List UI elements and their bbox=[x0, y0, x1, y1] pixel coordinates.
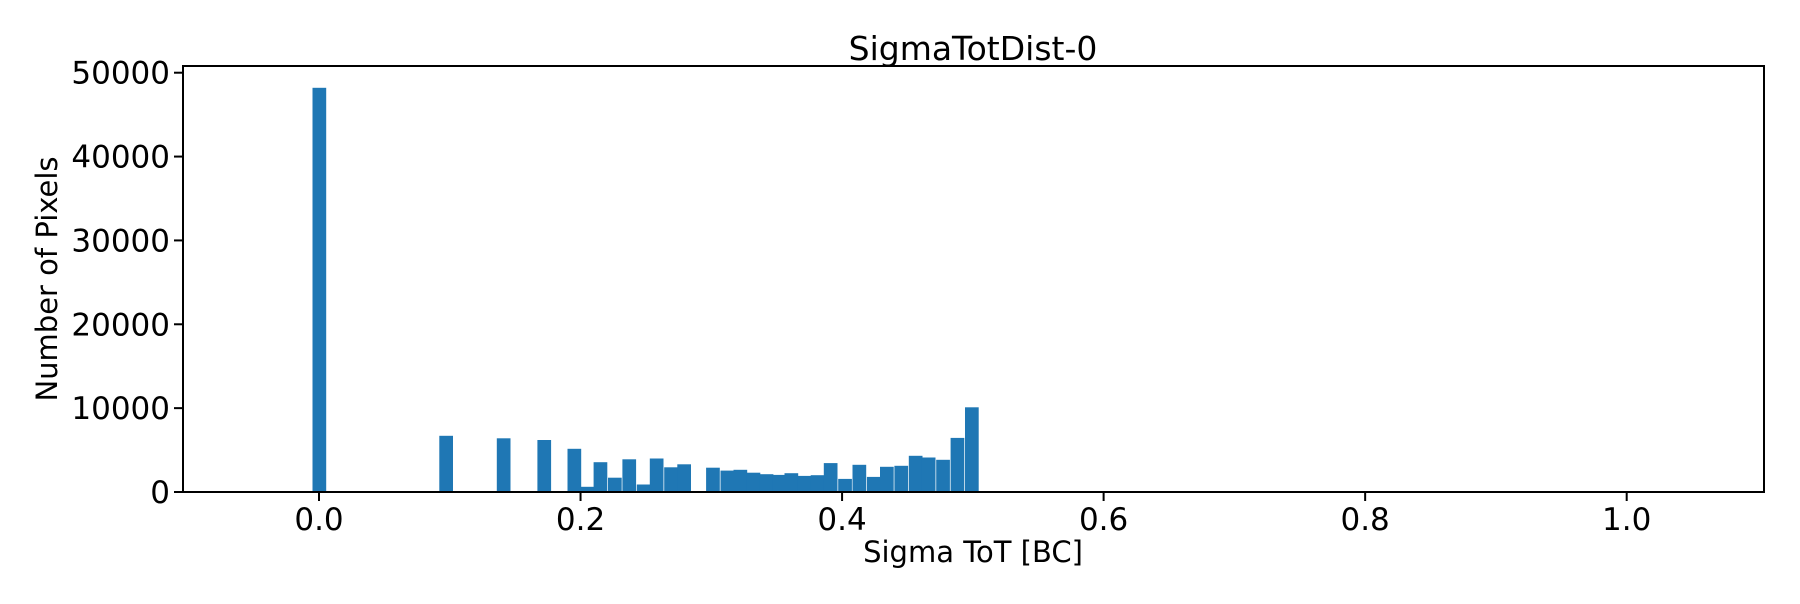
x-tick-label: 0.8 bbox=[1340, 502, 1389, 538]
histogram-bar bbox=[496, 438, 511, 492]
y-tick-label: 20000 bbox=[71, 307, 170, 343]
histogram-bar bbox=[746, 472, 761, 492]
histogram-bar bbox=[797, 475, 812, 492]
histogram-bar bbox=[636, 484, 651, 492]
histogram-bar bbox=[894, 465, 909, 492]
x-tick-label: 0.0 bbox=[294, 502, 343, 538]
histogram-bar bbox=[720, 470, 735, 492]
y-tick-label: 0 bbox=[150, 475, 170, 511]
y-tick-label: 40000 bbox=[71, 140, 170, 176]
x-tick-label: 1.0 bbox=[1602, 502, 1651, 538]
y-tick-label: 10000 bbox=[71, 391, 170, 427]
y-axis-label: Number of Pixels bbox=[30, 156, 64, 401]
bars-group bbox=[312, 87, 979, 493]
y-tick-label: 30000 bbox=[71, 223, 170, 259]
histogram-bar bbox=[608, 477, 622, 492]
histogram-bar bbox=[823, 463, 838, 492]
x-axis-label: Sigma ToT [BC] bbox=[863, 535, 1083, 569]
chart-title: SigmaTotDist-0 bbox=[849, 29, 1098, 68]
histogram-bar bbox=[759, 474, 774, 492]
histogram-bar bbox=[664, 467, 678, 492]
x-tick-label: 0.4 bbox=[817, 502, 866, 538]
histogram-bar bbox=[866, 476, 881, 492]
histogram-bar bbox=[312, 87, 327, 493]
histogram-bar bbox=[810, 475, 825, 492]
histogram-bar bbox=[580, 486, 595, 492]
histogram-bar bbox=[965, 407, 979, 492]
histogram-bar bbox=[622, 459, 637, 492]
histogram-bar bbox=[706, 467, 720, 492]
histogram-bar bbox=[784, 473, 799, 492]
plot-border bbox=[182, 65, 1765, 493]
histogram-bar bbox=[733, 469, 748, 492]
histogram-bar bbox=[880, 466, 894, 492]
histogram-bar bbox=[852, 464, 867, 492]
x-tick-label: 0.6 bbox=[1079, 502, 1128, 538]
histogram-bar bbox=[936, 459, 950, 492]
histogram-bar bbox=[439, 435, 453, 492]
histogram-bar bbox=[593, 462, 608, 492]
y-tick-label: 50000 bbox=[71, 56, 170, 92]
histogram-bar bbox=[921, 457, 936, 492]
y-axis-ticks: 0 10000 20000 30000 40000 50000 bbox=[71, 56, 183, 511]
histogram-bar bbox=[950, 437, 965, 492]
histogram-bar bbox=[537, 440, 552, 492]
histogram-bar bbox=[772, 474, 787, 492]
x-tick-label: 0.2 bbox=[556, 502, 605, 538]
histogram-bar bbox=[838, 478, 852, 492]
histogram-bar bbox=[567, 448, 582, 492]
x-axis-ticks: 0.0 0.2 0.4 0.6 0.8 1.0 bbox=[294, 492, 1651, 538]
histogram-bar bbox=[908, 455, 923, 492]
histogram-bar bbox=[677, 464, 691, 492]
histogram-bar bbox=[649, 458, 664, 492]
